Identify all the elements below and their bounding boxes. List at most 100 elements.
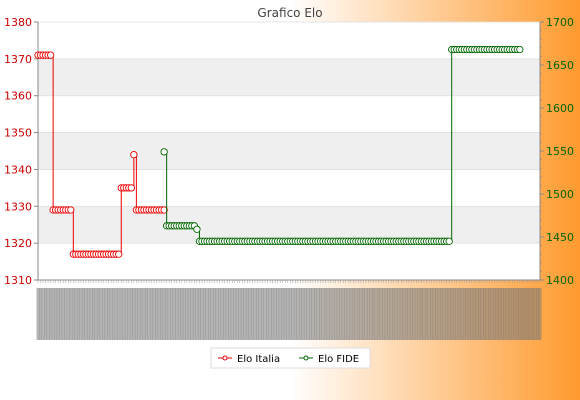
x-tick-label-mark [56,288,60,340]
left-tick-label: 1330 [4,200,32,213]
x-tick-label-mark [361,288,365,340]
x-tick-label-mark [155,288,159,340]
right-tick-label: 1400 [546,274,574,287]
x-tick-label-mark [223,288,227,340]
x-tick-label-mark [485,288,489,340]
x-tick-label-mark [276,288,280,340]
x-tick-label-mark [447,288,451,340]
x-tick-label-mark [258,288,262,340]
x-tick-label-mark [407,288,411,340]
right-axis-ticks: 1400 1450 1500 1550 1600 1650 1700 [540,16,574,287]
x-tick-label-mark [119,288,123,340]
x-tick-label-mark [470,288,474,340]
x-tick-label-mark [286,288,290,340]
data-point [160,148,168,156]
x-tick-label-mark [79,288,83,340]
x-tick-label-mark [44,288,48,340]
x-tick-label-mark [235,288,239,340]
grid-band [38,58,540,96]
x-tick-label-mark [351,288,355,340]
x-tick-label-mark [412,288,416,340]
x-tick-label-mark [245,288,249,340]
x-tick-label-mark [215,288,219,340]
x-tick-label-mark [127,288,131,340]
x-tick-label-mark [359,288,363,340]
x-tick-label-mark [283,288,287,340]
x-tick-label-mark [200,288,204,340]
x-tick-label-mark [210,288,214,340]
x-tick-label-mark [488,288,492,340]
x-tick-label-mark [324,288,328,340]
x-tick-label-mark [187,288,191,340]
x-tick-label-mark [510,288,514,340]
x-tick-label-mark [137,288,141,340]
x-tick-label-mark [311,288,315,340]
x-axis-ticks [36,280,542,340]
x-tick-label-mark [366,288,370,340]
x-tick-label-mark [377,288,381,340]
x-tick-label-mark [475,288,479,340]
x-tick-label-mark [230,288,234,340]
x-tick-label-mark [278,288,282,340]
x-tick-label-mark [533,288,537,340]
left-tick-label: 1370 [4,53,32,66]
x-tick-label-mark [170,288,174,340]
x-tick-label-mark [97,288,101,340]
x-tick-label-mark [94,288,98,340]
x-tick-label-mark [177,288,181,340]
data-point [115,250,123,258]
left-tick-label: 1310 [4,274,32,287]
x-tick-label-mark [331,288,335,340]
x-tick-label-mark [508,288,512,340]
right-tick-label: 1550 [546,145,574,158]
x-tick-label-mark [450,288,454,340]
legend-marker-italia [222,355,228,361]
x-tick-label-mark [147,288,151,340]
x-tick-label-mark [268,288,272,340]
x-tick-label-mark [69,288,73,340]
x-tick-label-mark [334,288,338,340]
x-tick-label-mark [117,288,121,340]
x-tick-label-mark [462,288,466,340]
x-tick-label-mark [538,288,542,340]
x-tick-label-mark [84,288,88,340]
x-tick-label-mark [185,288,189,340]
x-tick-label-mark [432,288,436,340]
x-tick-label-mark [86,288,90,340]
data-point [160,206,168,214]
x-tick-label-mark [266,288,270,340]
x-tick-label-mark [253,288,257,340]
x-tick-label-mark [422,288,426,340]
x-tick-label-mark [402,288,406,340]
x-tick-label-mark [192,288,196,340]
x-tick-label-mark [255,288,259,340]
x-tick-label-mark [263,288,267,340]
x-tick-label-mark [49,288,53,340]
x-tick-label-mark [319,288,323,340]
x-tick-label-mark [303,288,307,340]
x-tick-label-mark [493,288,497,340]
x-tick-label-mark [296,288,300,340]
left-axis-ticks: 1310 1320 1330 1340 1350 1360 1370 1380 [4,16,38,287]
x-tick-label-mark [175,288,179,340]
legend-label-italia: Elo Italia [237,354,280,365]
x-tick-label-mark [160,288,164,340]
data-point [516,45,524,54]
x-tick-label-mark [397,288,401,340]
x-tick-label-mark [435,288,439,340]
x-tick-label-mark [442,288,446,340]
x-tick-label-mark [503,288,507,340]
data-point [127,184,135,192]
x-tick-label-mark [480,288,484,340]
x-tick-label-mark [329,288,333,340]
legend-box [210,347,371,369]
x-tick-label-mark [419,288,423,340]
x-tick-label-mark [36,288,40,340]
x-tick-label-mark [535,288,539,340]
x-tick-label-mark [114,288,118,340]
x-tick-label-mark [208,288,212,340]
x-tick-label-mark [61,288,65,340]
x-tick-label-mark [142,288,146,340]
